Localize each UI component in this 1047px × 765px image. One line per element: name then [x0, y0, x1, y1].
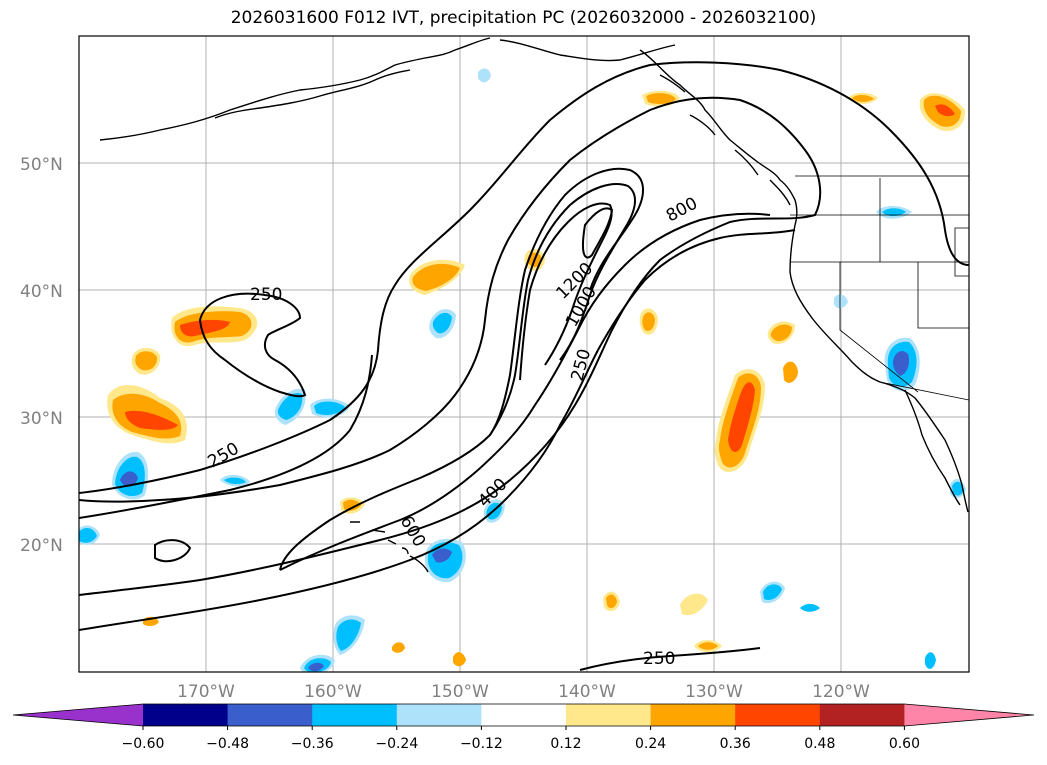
precip-blob [646, 93, 676, 104]
coastline-alaska-inner [214, 69, 411, 119]
colorbar-tick-label: −0.12 [460, 736, 503, 752]
colorbar-segment [481, 704, 567, 726]
precip-blob [800, 603, 820, 612]
latitude-labels: 50°N 40°N 30°N 20°N [20, 155, 63, 556]
precip-blob [763, 584, 782, 600]
map-title: 2026031600 F012 IVT, precipitation PC (2… [230, 8, 817, 28]
colorbar-segment [312, 704, 398, 726]
colorbar-segment [566, 704, 652, 726]
lon-label-160: 160°W [304, 682, 362, 702]
precip-blob [308, 662, 324, 672]
ivt-contour-250-inner [79, 96, 822, 596]
precip-blob [277, 392, 303, 420]
lon-label-170: 170°W [177, 682, 235, 702]
lon-label-120: 120°W [812, 682, 870, 702]
coastline-alaska [99, 37, 676, 141]
lat-label-20: 20°N [20, 536, 63, 556]
colorbar-extend-low [13, 704, 143, 726]
ivt-contour-1200 [582, 207, 614, 259]
ivt-contour-250-loop [198, 292, 307, 398]
precip-blob [642, 312, 655, 331]
ivt-contour-250-outer [79, 61, 969, 494]
coastline-bc-islands [659, 74, 791, 206]
precip-blob [392, 642, 405, 653]
ivt-contour-250-pocket [154, 539, 192, 563]
coastline-bc [639, 49, 798, 226]
map-background [79, 36, 969, 672]
colorbar-segment [650, 704, 736, 726]
precip-blob [893, 351, 910, 376]
colorbar-tick-label: 0.36 [720, 736, 751, 752]
lat-label-30: 30°N [20, 409, 63, 429]
colorbar-segment [396, 704, 482, 726]
ivt-contour-1000 [519, 202, 613, 381]
contour-label: 250 [643, 649, 675, 669]
precip-blob [925, 652, 936, 669]
precip-blob [478, 68, 491, 83]
precip-blob [314, 401, 345, 415]
colorbar-segment [227, 704, 313, 726]
map-frame [78, 35, 970, 673]
colorbar-tick-label: 0.60 [889, 736, 920, 752]
precip-blob [343, 499, 361, 511]
precip-blob [120, 471, 138, 487]
colorbar-segment [819, 704, 905, 726]
ivt-contour-800 [489, 183, 636, 436]
lon-label-130: 130°W [685, 682, 743, 702]
ivt-contour-600 [279, 212, 771, 571]
precip-blob [336, 619, 361, 651]
colorbar-extend-high [904, 704, 1034, 726]
precip-blob [224, 477, 246, 485]
precip-blob [125, 410, 178, 430]
precip-blob [882, 208, 906, 217]
longitude-labels: 170°W 160°W 150°W 140°W 130°W 120°W [177, 682, 870, 702]
precip-blob [135, 351, 158, 371]
precip-blob [852, 95, 874, 102]
coastline-hawaii [350, 521, 429, 573]
lon-label-140: 140°W [558, 682, 616, 702]
ivt-contour-600-left [279, 167, 644, 571]
colorbar-tick-label: 0.48 [804, 736, 835, 752]
coastlines [99, 37, 969, 573]
ivt-contour-250-tail [79, 354, 373, 519]
precip-blob [79, 528, 97, 543]
lat-label-50: 50°N [20, 155, 63, 175]
precip-blob [728, 382, 755, 452]
colorbar-tick-label: −0.24 [375, 736, 418, 752]
contour-label: 250 [250, 285, 282, 305]
precip-blob [180, 319, 230, 337]
precip-blob [432, 548, 452, 563]
border-states [790, 178, 969, 401]
precipitation-shading [79, 68, 966, 672]
colorbar-tick-label: −0.36 [291, 736, 334, 752]
lon-label-150: 150°W [431, 682, 489, 702]
precip-blob [432, 312, 452, 334]
precip-blob [952, 481, 964, 496]
colorbar-segment [735, 704, 821, 726]
precip-blob [770, 324, 792, 342]
precip-blob [412, 263, 460, 291]
colorbar-tick-label: −0.60 [122, 736, 165, 752]
precip-blob [453, 652, 466, 667]
colorbar: −0.60 −0.48 −0.36 −0.24 −0.12 0.12 0.24 0.36 0.4… [12, 703, 1035, 752]
colorbar-tick-label: 0.24 [635, 736, 666, 752]
borders [790, 175, 969, 401]
coastline-baja [904, 389, 961, 506]
precip-blob [783, 361, 798, 383]
colorbar-segment [143, 704, 229, 726]
ivt-contour-250-south [579, 647, 761, 671]
colorbar-tick-label: −0.48 [206, 736, 249, 752]
precip-blob [606, 594, 617, 609]
precip-blob [680, 593, 708, 616]
ivt-contours [79, 61, 969, 671]
colorbar-tick-label: 0.12 [550, 736, 581, 752]
precip-blob [935, 104, 955, 117]
precip-blob [834, 294, 848, 309]
ivt-contour-400 [79, 229, 796, 631]
precip-blob [698, 642, 718, 650]
lat-label-40: 40°N [20, 282, 63, 302]
